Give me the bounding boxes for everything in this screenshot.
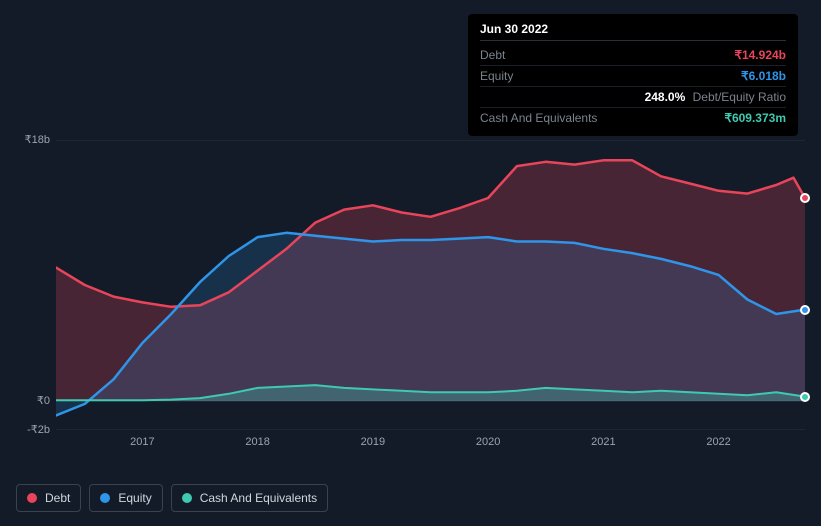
legend-label: Debt [45,491,70,505]
x-axis-tick-label: 2020 [476,436,500,448]
tooltip-row-value: ₹6.018b [741,69,786,83]
tooltip-row-value-wrap: ₹6.018b [741,69,786,83]
tooltip-row-value-wrap: ₹609.373m [724,111,786,125]
tooltip-row: Cash And Equivalents ₹609.373m [480,108,786,128]
tooltip-row: Debt ₹14.924b [480,45,786,66]
legend-item-equity[interactable]: Equity [89,484,162,512]
y-axis-tick-label: -₹2b [16,423,50,436]
tooltip-row-label: Debt [480,48,505,62]
tooltip-row-label: Cash And Equivalents [480,111,597,125]
tooltip-row-value: ₹609.373m [724,111,786,125]
tooltip-row-extra: Debt/Equity Ratio [689,90,786,104]
legend-label: Cash And Equivalents [200,491,317,505]
x-axis-tick-label: 2017 [130,436,154,448]
legend-item-debt[interactable]: Debt [16,484,81,512]
tooltip-row: Equity ₹6.018b [480,66,786,87]
legend-swatch-icon [182,493,192,503]
hover-marker-cash [800,392,810,402]
tooltip-row-label: Equity [480,69,513,83]
legend: Debt Equity Cash And Equivalents [16,484,328,512]
tooltip-row-value: 248.0% [645,90,686,104]
legend-item-cash[interactable]: Cash And Equivalents [171,484,328,512]
hover-marker-equity [800,305,810,315]
x-axis-tick-label: 2021 [591,436,615,448]
x-axis-tick-label: 2019 [361,436,385,448]
tooltip-row-value: ₹14.924b [734,48,786,62]
x-axis-tick-label: 2022 [706,436,730,448]
tooltip-date: Jun 30 2022 [480,22,786,41]
chart-area: ₹18b₹0-₹2b 201720182019202020212022 [16,140,805,430]
tooltip-row: 248.0% Debt/Equity Ratio [480,87,786,108]
x-axis-tick-label: 2018 [245,436,269,448]
tooltip-row-value-wrap: ₹14.924b [734,48,786,62]
legend-label: Equity [118,491,151,505]
plot-region[interactable] [56,140,805,430]
hover-tooltip: Jun 30 2022 Debt ₹14.924b Equity ₹6.018b 248… [468,14,798,136]
hover-marker-debt [800,193,810,203]
y-axis-tick-label: ₹0 [16,394,50,407]
legend-swatch-icon [100,493,110,503]
y-axis-tick-label: ₹18b [16,133,50,146]
tooltip-row-value-wrap: 248.0% Debt/Equity Ratio [645,90,786,104]
legend-swatch-icon [27,493,37,503]
